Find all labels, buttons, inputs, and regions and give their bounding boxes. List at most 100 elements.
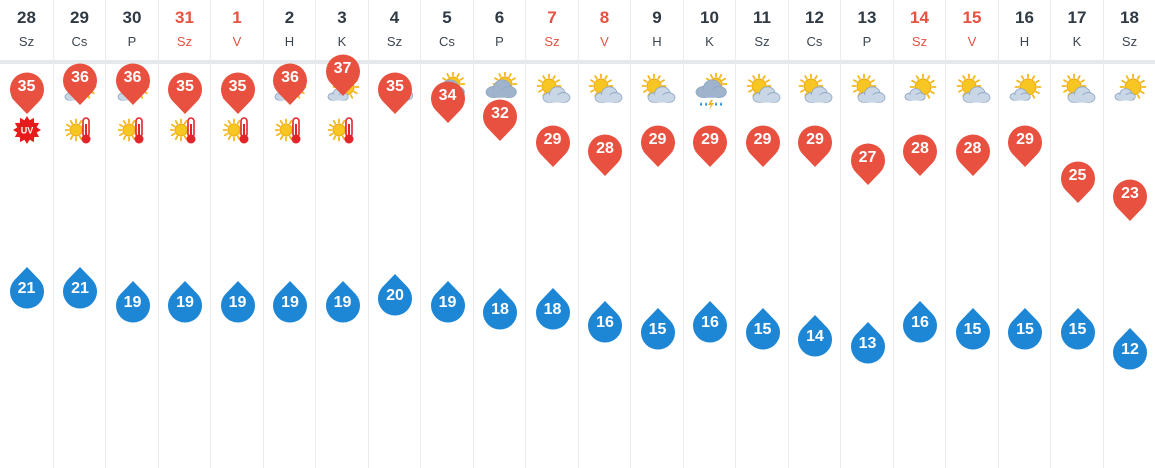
day-date: 10 — [700, 8, 719, 27]
high-temp-pin[interactable]: 35 — [377, 71, 413, 115]
day-of-week: K — [1072, 34, 1082, 49]
high-temp-pin[interactable]: 28 — [902, 133, 938, 177]
high-temp-pin[interactable]: 27 — [850, 142, 886, 186]
day-date: 28 — [17, 8, 36, 27]
low-temp-value: 19 — [176, 293, 194, 311]
high-temp-pin[interactable]: 28 — [587, 133, 623, 177]
low-temp-drop[interactable]: 19 — [272, 280, 308, 324]
day-of-week: Sz — [18, 34, 35, 49]
high-temp-pin[interactable]: 35 — [167, 71, 203, 115]
day-column[interactable]: 6 P 32 18 — [473, 0, 525, 468]
uv-icon: UV — [12, 116, 41, 144]
high-temp-value: 25 — [1068, 167, 1087, 184]
day-column[interactable]: 15 V 28 15 — [945, 0, 998, 468]
low-temp-drop[interactable]: 20 — [377, 273, 413, 317]
day-of-week: K — [337, 34, 347, 49]
low-temp-drop[interactable]: 19 — [115, 280, 151, 324]
day-column[interactable]: 4 Sz 35 20 — [368, 0, 420, 468]
high-temp-pin[interactable]: 29 — [745, 124, 781, 168]
day-date: 29 — [70, 8, 89, 27]
day-column[interactable]: 12 Cs 29 14 — [788, 0, 840, 468]
day-column[interactable]: 1 V 35 19 — [210, 0, 263, 468]
day-column[interactable]: 9 H 29 15 — [630, 0, 683, 468]
high-temp-pin[interactable]: 32 — [482, 98, 518, 142]
partly-cloudy-icon — [798, 73, 833, 104]
low-temp-drop[interactable]: 15 — [745, 307, 781, 351]
high-temp-pin[interactable]: 35 — [220, 71, 256, 115]
day-date: 5 — [442, 8, 452, 27]
low-temp-drop[interactable]: 21 — [62, 266, 98, 310]
low-temp-drop[interactable]: 15 — [1007, 307, 1043, 351]
low-temp-drop[interactable]: 18 — [482, 287, 518, 331]
low-temp-value: 19 — [123, 293, 142, 311]
high-temp-pin[interactable]: 36 — [272, 62, 308, 106]
day-of-week: K — [705, 34, 714, 49]
day-column[interactable]: 10 K 29 16 — [683, 0, 735, 468]
high-temp-pin[interactable]: 29 — [1007, 124, 1043, 168]
day-column[interactable]: 16 H 29 15 — [998, 0, 1050, 468]
high-temp-pin[interactable]: 29 — [535, 124, 571, 168]
high-temp-pin[interactable]: 36 — [115, 62, 151, 106]
day-of-week: H — [652, 34, 662, 49]
day-column[interactable]: 11 Sz 29 15 — [735, 0, 788, 468]
day-column[interactable]: 7 Sz 29 18 — [525, 0, 578, 468]
low-temp-drop[interactable]: 13 — [850, 321, 886, 365]
low-temp-drop[interactable]: 19 — [167, 280, 203, 324]
low-temp-value: 18 — [491, 300, 509, 318]
partly-sunny-icon — [1114, 73, 1147, 101]
low-temp-drop[interactable]: 18 — [535, 287, 571, 331]
high-temp-pin[interactable]: 29 — [692, 124, 728, 168]
day-column[interactable]: 13 P 27 13 — [840, 0, 893, 468]
day-of-week: P — [862, 34, 872, 49]
low-temp-drop[interactable]: 19 — [430, 280, 466, 324]
day-column[interactable]: 29 Cs 36 21 — [53, 0, 105, 468]
low-temp-value: 21 — [17, 280, 36, 298]
high-temp-value: 28 — [911, 140, 929, 158]
high-temp-pin[interactable]: 25 — [1060, 160, 1096, 204]
low-temp-drop[interactable]: 16 — [902, 300, 938, 344]
high-temp-pin[interactable]: 28 — [955, 133, 991, 177]
high-temp-pin[interactable]: 36 — [62, 62, 98, 106]
day-date: 7 — [547, 8, 557, 27]
day-column[interactable]: 2 H 36 19 — [263, 0, 315, 468]
day-date: 3 — [337, 8, 347, 27]
day-column[interactable]: 8 V 28 16 — [578, 0, 630, 468]
day-column[interactable]: 28 Sz UV 35 21 — [0, 0, 53, 468]
day-column[interactable]: 31 Sz 35 19 — [158, 0, 210, 468]
low-temp-drop[interactable]: 15 — [640, 307, 676, 351]
high-temp-pin[interactable]: 34 — [430, 80, 466, 124]
low-temp-value: 12 — [1121, 341, 1139, 359]
day-of-week: V — [232, 34, 242, 49]
low-temp-drop[interactable]: 21 — [9, 266, 45, 310]
high-temp-value: 34 — [438, 86, 457, 104]
day-column[interactable]: 18 Sz 23 12 — [1103, 0, 1155, 468]
high-temp-pin[interactable]: 29 — [797, 124, 833, 168]
day-date: 2 — [284, 8, 295, 27]
high-temp-value: 36 — [71, 68, 89, 86]
day-date: 1 — [232, 8, 242, 27]
day-date: 16 — [1015, 8, 1034, 27]
high-temp-value: 29 — [806, 131, 824, 149]
partly-cloudy-icon — [1061, 73, 1095, 104]
low-temp-drop[interactable]: 19 — [220, 280, 256, 324]
high-temp-pin[interactable]: 29 — [640, 124, 676, 168]
low-temp-drop[interactable]: 15 — [1060, 307, 1096, 351]
low-temp-value: 15 — [753, 321, 772, 338]
day-column[interactable]: 30 P 36 19 — [105, 0, 158, 468]
high-temp-pin[interactable]: 35 — [9, 71, 45, 115]
low-temp-drop[interactable]: 15 — [955, 307, 991, 351]
low-temp-drop[interactable]: 14 — [797, 314, 833, 358]
high-temp-pin[interactable]: 23 — [1112, 178, 1148, 222]
low-temp-drop[interactable]: 12 — [1112, 327, 1148, 371]
high-temp-pin[interactable]: 37 — [325, 53, 361, 97]
day-column[interactable]: 17 K 25 15 — [1050, 0, 1103, 468]
day-column[interactable]: 3 K 37 19 — [315, 0, 368, 468]
low-temp-drop[interactable]: 19 — [325, 280, 361, 324]
low-temp-drop[interactable]: 16 — [587, 300, 623, 344]
low-temp-drop[interactable]: 16 — [692, 300, 728, 344]
day-column[interactable]: 5 Cs 34 19 — [420, 0, 473, 468]
day-column[interactable]: 14 Sz 28 16 — [893, 0, 945, 468]
high-temp-value: 28 — [596, 140, 614, 158]
day-of-week: Cs — [439, 34, 455, 49]
